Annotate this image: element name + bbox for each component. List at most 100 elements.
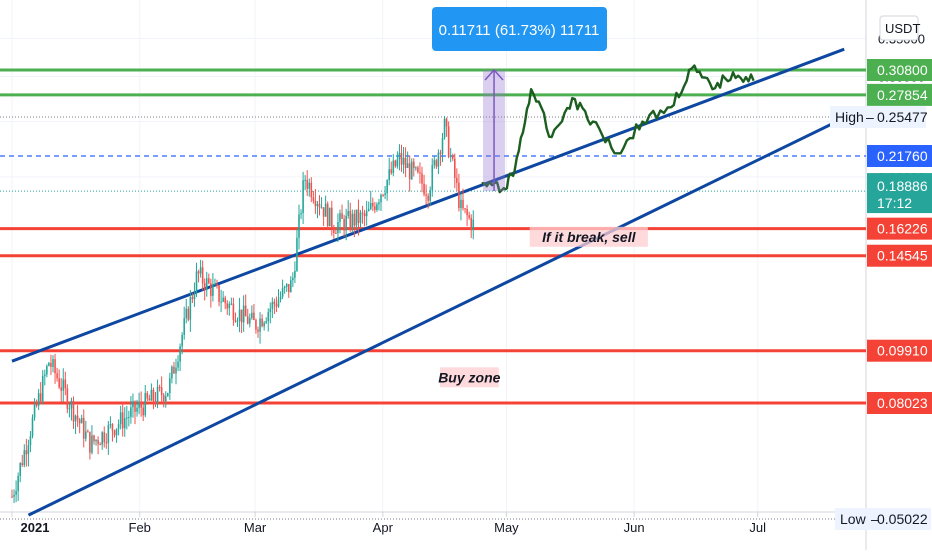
candle-body [285, 283, 288, 287]
candle-body [308, 182, 311, 189]
candle-body [41, 375, 44, 402]
candle-body [62, 379, 65, 391]
candle-body [113, 430, 116, 436]
candle-body [271, 301, 274, 309]
candle-body [189, 297, 192, 320]
candle-body [119, 412, 122, 425]
candle-body [19, 463, 21, 477]
candle-body [97, 439, 99, 445]
candle-body [58, 378, 60, 388]
level-label: 0.30800 [877, 62, 928, 78]
candle-body [388, 169, 390, 181]
candle-body [68, 408, 71, 410]
candle-body [281, 288, 284, 297]
candle-body [193, 293, 196, 300]
candle-body [162, 395, 165, 402]
candle-body [384, 193, 386, 195]
candle-body [265, 321, 267, 323]
candle-body [66, 388, 69, 409]
candle-body [95, 439, 97, 442]
candle-body [212, 284, 214, 296]
candle-body [201, 267, 204, 284]
candle-body [468, 215, 470, 218]
candle-body [123, 418, 126, 429]
level-label: 0.14545 [877, 248, 928, 264]
annotation-bg [529, 226, 648, 247]
candle-body [257, 329, 259, 332]
candle-body [105, 442, 108, 444]
candle-body [294, 270, 296, 278]
candle-body [423, 183, 425, 195]
candle-body [91, 435, 93, 453]
candle-body [437, 152, 440, 167]
candle-body [111, 424, 114, 431]
annotations: If it break, sell Buy zone [438, 226, 648, 388]
candle-body [351, 213, 354, 229]
candle-body [21, 463, 24, 466]
candle-body [347, 210, 349, 216]
candle-body [320, 207, 323, 209]
candle-body [121, 412, 124, 429]
projection-line [481, 64, 755, 194]
measure-box [432, 7, 607, 51]
candle-body [433, 160, 436, 166]
candle-body [64, 379, 67, 389]
candle-body [160, 387, 163, 396]
candle-body [454, 158, 456, 178]
candle-body [396, 159, 399, 167]
candle-body [183, 318, 185, 335]
candle-body [251, 312, 253, 319]
candle-body [187, 308, 190, 320]
candle-body [333, 228, 335, 234]
candle-body [345, 215, 347, 231]
candle-body [279, 296, 282, 300]
annotation-text: Buy zone [438, 369, 500, 385]
candle-body [343, 218, 345, 231]
candle-body [374, 206, 376, 211]
candle-body [408, 163, 411, 180]
candle-body [23, 450, 26, 466]
measure-label: 0.11711 (61.73%) 11711 [439, 22, 600, 39]
candle-body [249, 318, 251, 324]
level-dash: – [871, 511, 879, 527]
candle-body [134, 401, 136, 412]
candle-body [203, 283, 206, 291]
candlesticks [11, 115, 475, 504]
candle-body [11, 496, 13, 498]
candle-body [132, 401, 134, 408]
candle-body [419, 172, 421, 174]
candle-body [138, 402, 140, 408]
candle-body [290, 280, 292, 293]
level-prefix: Low [840, 511, 867, 527]
candle-body [312, 197, 315, 201]
candle-body [107, 425, 110, 444]
candle-body [60, 387, 62, 391]
candle-body [232, 303, 235, 321]
level-tag-bg [867, 339, 932, 362]
candle-body [148, 398, 151, 401]
candle-body [226, 303, 229, 309]
candle-body [417, 167, 419, 173]
candle-body [410, 161, 413, 180]
candle-body [236, 321, 239, 323]
candle-body [220, 301, 222, 303]
candle-body [292, 277, 294, 281]
candle-body [164, 396, 167, 402]
candle-body [298, 214, 300, 238]
candle-body [349, 210, 352, 229]
candle-body [421, 173, 423, 184]
x-tick-label: Mar [244, 520, 267, 535]
candle-body [17, 476, 19, 492]
candle-body [394, 160, 397, 167]
candle-body [429, 190, 431, 201]
candle-body [27, 445, 30, 455]
candle-body [78, 419, 81, 424]
x-tick-label: 2021 [21, 520, 50, 535]
candle-body [117, 424, 120, 429]
candle-body [456, 177, 458, 183]
candle-body [287, 283, 290, 293]
candle-body [70, 400, 73, 409]
candle-body [126, 417, 128, 419]
level-tag-bg [867, 145, 932, 168]
